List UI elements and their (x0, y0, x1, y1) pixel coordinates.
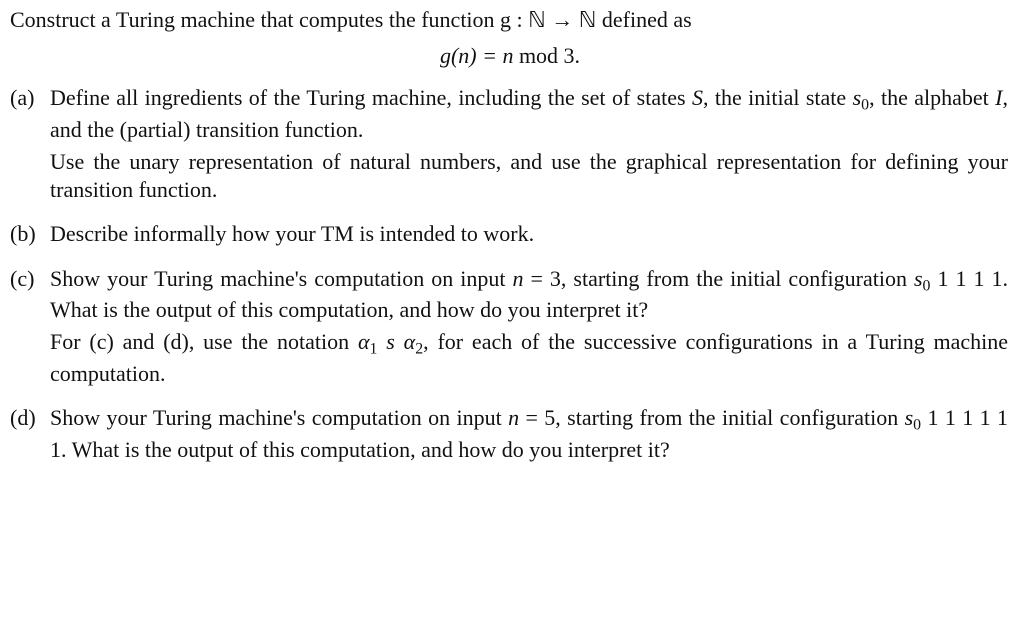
item-c-p2: For (c) and (d), use the notation α1 s α… (50, 328, 1008, 388)
item-body-c: Show your Turing machine's computation o… (50, 265, 1010, 389)
item-c-p1: Show your Turing machine's computation o… (50, 265, 1008, 325)
item-d: (d) Show your Turing machine's computati… (10, 404, 1010, 464)
item-a: (a) Define all ingredients of the Turing… (10, 84, 1010, 204)
item-body-d: Show your Turing machine's computation o… (50, 404, 1010, 464)
item-b: (b) Describe informally how your TM is i… (10, 220, 1010, 248)
item-a-p1: Define all ingredients of the Turing mac… (50, 84, 1008, 144)
item-body-a: Define all ingredients of the Turing mac… (50, 84, 1010, 204)
item-c: (c) Show your Turing machine's computati… (10, 265, 1010, 389)
problem-page: Construct a Turing machine that computes… (0, 0, 1024, 470)
item-b-p1: Describe informally how your TM is inten… (50, 220, 1008, 248)
equation: g(n) = n mod 3. (10, 42, 1010, 70)
intro-line: Construct a Turing machine that computes… (10, 7, 692, 32)
item-label-c: (c) (10, 265, 50, 389)
item-d-p1: Show your Turing machine's computation o… (50, 404, 1008, 464)
item-label-d: (d) (10, 404, 50, 464)
item-label-a: (a) (10, 84, 50, 204)
item-body-b: Describe informally how your TM is inten… (50, 220, 1010, 248)
item-a-p2: Use the unary representation of natural … (50, 148, 1008, 204)
intro-text: Construct a Turing machine that computes… (10, 6, 1010, 34)
item-label-b: (b) (10, 220, 50, 248)
